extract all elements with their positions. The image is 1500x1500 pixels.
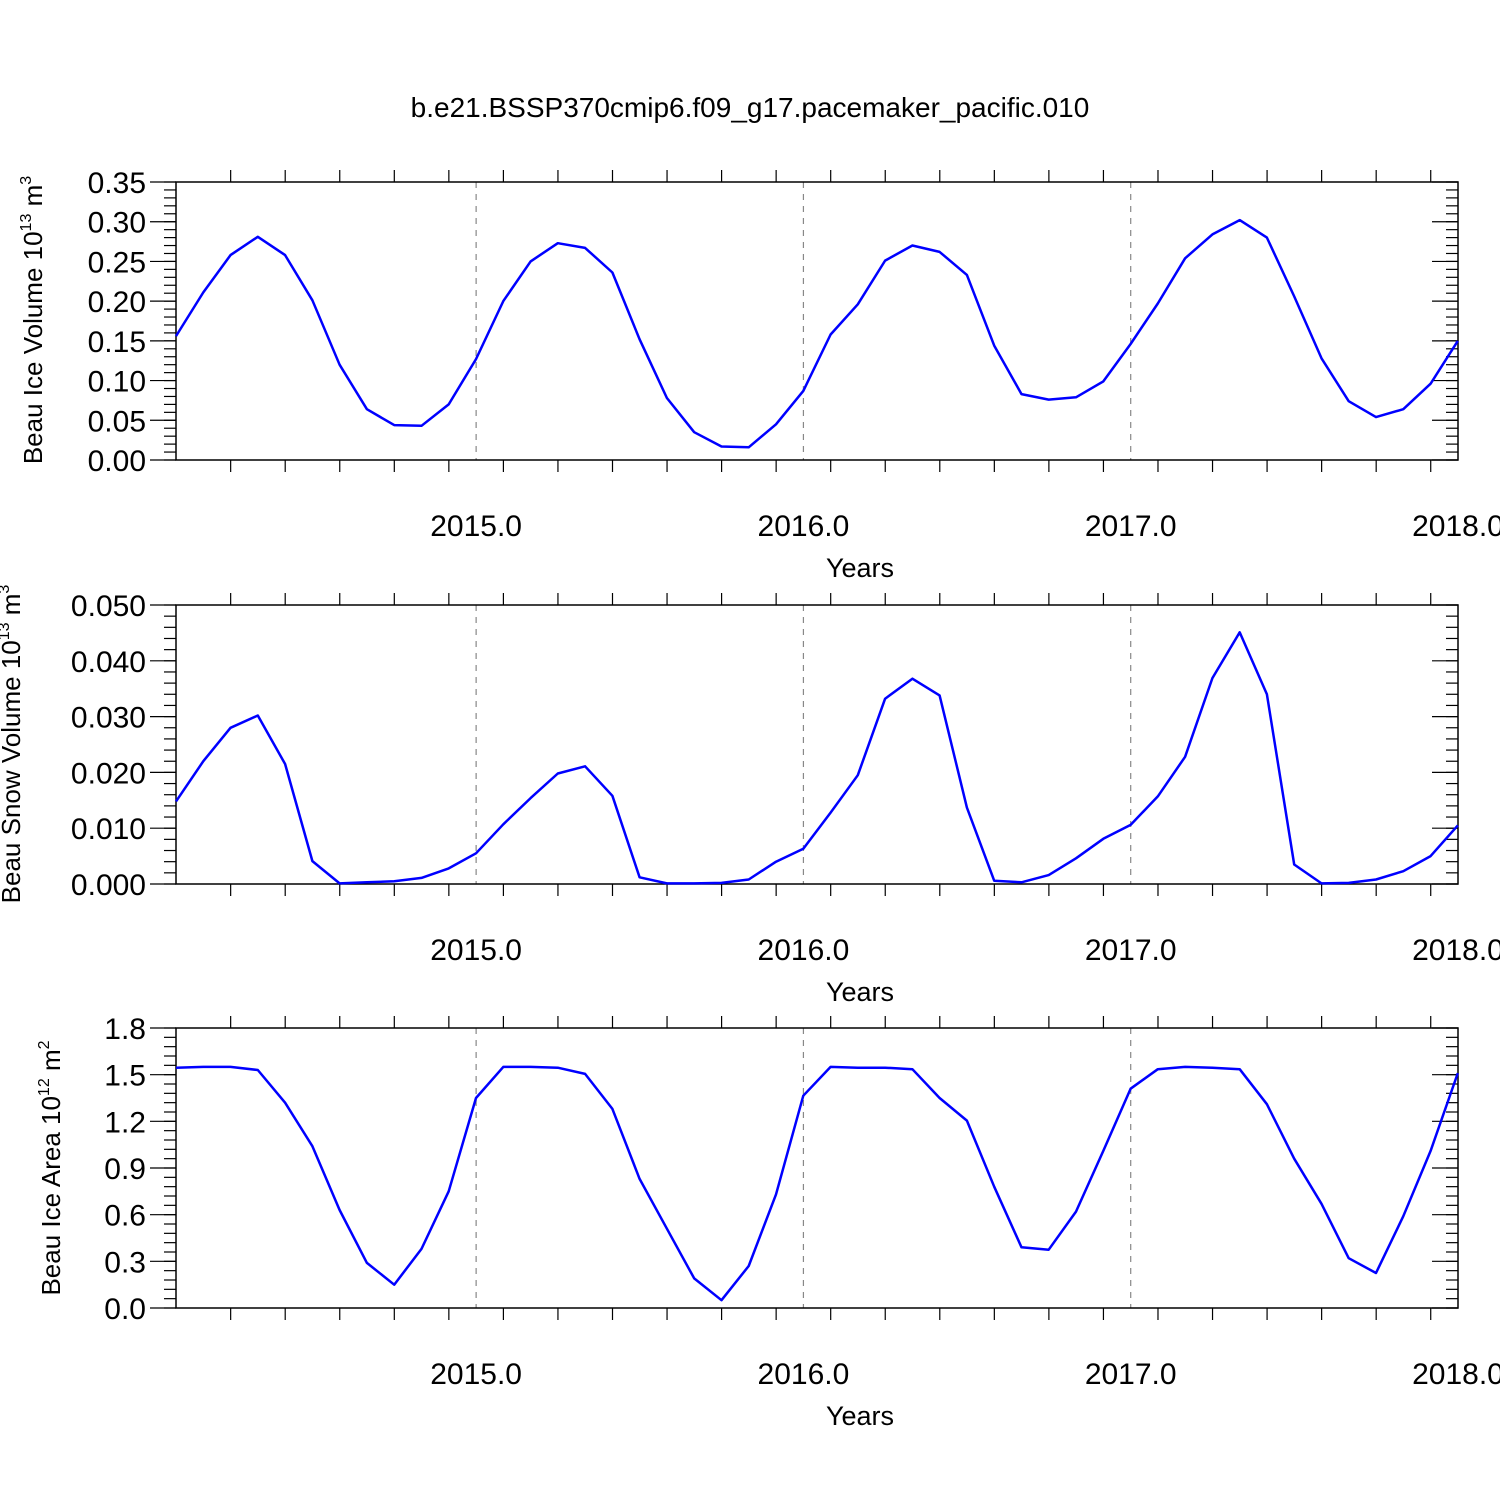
y-tick-label: 0.15 [88, 326, 146, 359]
plot-frame [175, 181, 1459, 461]
plot-frame [175, 604, 1459, 885]
y-tick-label: 0.0 [104, 1293, 146, 1326]
x-tick-label: 2018.0 [1412, 934, 1500, 967]
x-axis-label: Years [826, 977, 894, 1007]
series-line [174, 631, 1459, 885]
y-tick-label: 0.10 [88, 366, 146, 399]
panel-ice-area: 2015.0 2016.0 2017.0 2018.0 0.0 0.3 0.6 0.9 1.2 1… [36, 1013, 1500, 1431]
y-tick-label: 0.6 [104, 1200, 146, 1233]
panel-ice-volume: 2015.0 2016.0 2017.0 2018.0 0.00 0.05 0.10 0.15… [18, 167, 1500, 583]
y-tick-label: 0.020 [71, 757, 146, 790]
plot-frame [175, 1027, 1459, 1309]
panel-snow-volume: 2015.0 2016.0 2017.0 2018.0 0.000 0.010 0.020 0… [0, 585, 1500, 1007]
y-tick-label: 0.040 [71, 646, 146, 679]
x-tick-label: 2017.0 [1085, 934, 1177, 967]
x-tick-label: 2017.0 [1085, 510, 1177, 543]
y-tick-label: 0.3 [104, 1246, 146, 1279]
y-axis-label: Beau Ice Area 1012 m2 [36, 1040, 66, 1295]
y-tick-label: 0.05 [88, 405, 146, 438]
y-tick-label: 1.8 [104, 1013, 146, 1046]
series-line [174, 218, 1459, 449]
y-tick-label: 0.000 [71, 869, 146, 902]
y-tick-label: 0.20 [88, 286, 146, 319]
x-tick-label: 2016.0 [758, 1358, 850, 1391]
x-tick-label: 2016.0 [758, 510, 850, 543]
y-axis-label: Beau Snow Volume 1013 m3 [0, 585, 26, 904]
x-tick-label: 2015.0 [430, 1358, 522, 1391]
x-tick-label: 2015.0 [430, 934, 522, 967]
x-tick-label: 2018.0 [1412, 510, 1500, 543]
y-tick-label: 0.00 [88, 445, 146, 478]
y-tick-label: 0.030 [71, 702, 146, 735]
y-axis-label: Beau Ice Volume 1013 m3 [18, 176, 48, 464]
x-axis-label: Years [826, 1401, 894, 1431]
y-tick-label: 1.5 [104, 1060, 146, 1093]
x-tick-label: 2016.0 [758, 934, 850, 967]
y-tick-label: 0.35 [88, 167, 146, 200]
y-tick-label: 1.2 [104, 1106, 146, 1139]
x-tick-label: 2017.0 [1085, 1358, 1177, 1391]
y-tick-label: 0.010 [71, 813, 146, 846]
x-tick-label: 2015.0 [430, 510, 522, 543]
x-tick-label: 2018.0 [1412, 1358, 1500, 1391]
series-line [175, 1065, 1459, 1302]
x-axis-label: Years [826, 553, 894, 583]
y-tick-label: 0.050 [71, 590, 146, 623]
y-tick-label: 0.25 [88, 246, 146, 279]
y-tick-label: 0.30 [88, 207, 146, 240]
y-tick-label: 0.9 [104, 1153, 146, 1186]
figure-title: b.e21.BSSP370cmip6.f09_g17.pacemaker_pac… [411, 92, 1090, 123]
